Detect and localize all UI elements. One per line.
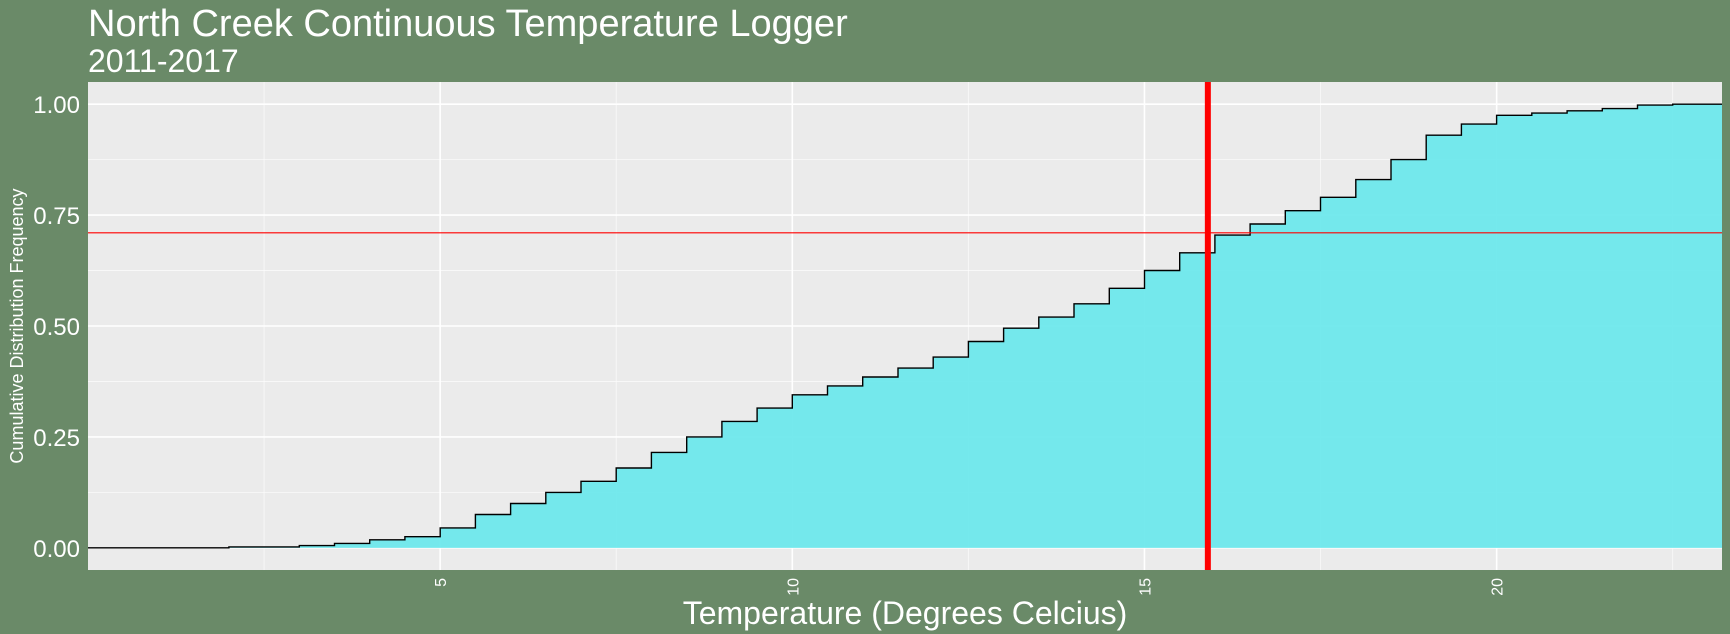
y-tick-label: 0.00 xyxy=(33,536,80,563)
x-tick-label: 20 xyxy=(1490,578,1507,596)
y-tick-label: 1.00 xyxy=(33,92,80,119)
x-axis-title: Temperature (Degrees Celcius) xyxy=(683,595,1128,631)
y-tick-label: 0.75 xyxy=(33,203,80,230)
y-tick-label: 0.25 xyxy=(33,425,80,452)
chart-subtitle: 2011-2017 xyxy=(88,43,239,79)
reference-lines xyxy=(88,82,1722,570)
x-tick-label: 15 xyxy=(1137,578,1154,596)
axis-labels: 0.00 0.25 0.50 0.75 1.00 5 10 15 20 xyxy=(33,92,1506,596)
cdf-line xyxy=(88,103,1722,549)
y-axis-title: Cumulative Distribution Frequency xyxy=(7,188,27,463)
cdf-area xyxy=(88,104,1722,548)
y-tick-label: 0.50 xyxy=(33,314,80,341)
x-tick-label: 5 xyxy=(433,578,450,587)
chart-title: North Creek Continuous Temperature Logge… xyxy=(88,3,848,45)
x-tick-label: 10 xyxy=(785,578,802,596)
data-layer xyxy=(88,103,1722,549)
